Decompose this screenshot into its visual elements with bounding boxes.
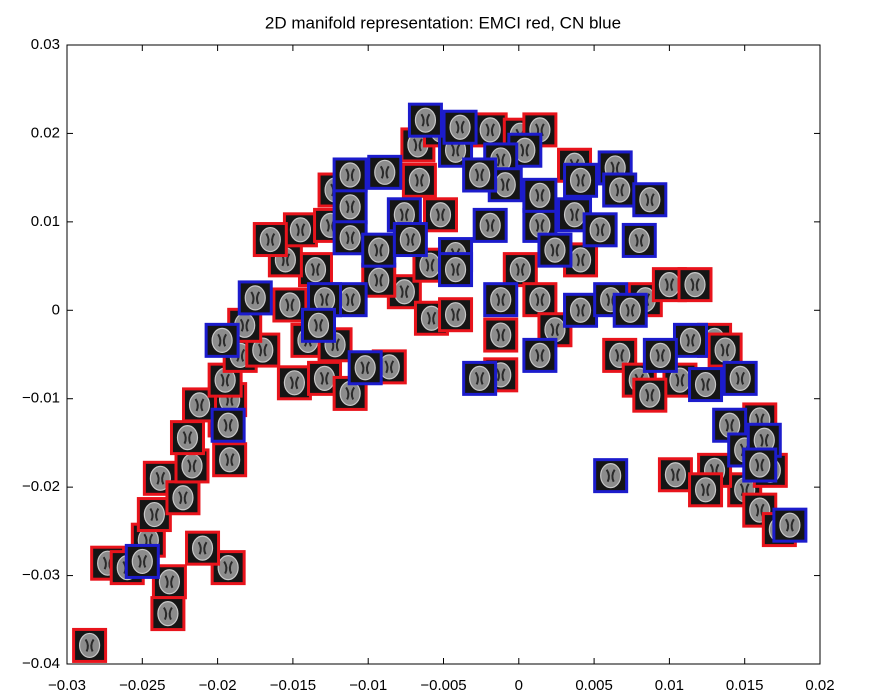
brain-thumbnail — [349, 352, 381, 384]
brain-thumbnail — [584, 214, 616, 246]
y-tick-label: −0.01 — [22, 390, 60, 407]
brain-thumbnail — [634, 379, 666, 411]
brain-thumbnail — [303, 309, 335, 341]
brain-thumbnail — [444, 111, 476, 143]
x-tick-label: −0.02 — [199, 677, 237, 694]
brain-thumbnail — [474, 114, 506, 146]
brain-thumbnail — [440, 299, 472, 331]
brain-thumbnail — [659, 459, 691, 491]
y-tick-label: 0 — [52, 301, 60, 318]
brain-thumbnail — [394, 224, 426, 256]
y-tick-label: −0.04 — [22, 655, 60, 672]
brain-thumbnail — [674, 324, 706, 356]
brain-thumbnail — [187, 532, 219, 564]
brain-thumbnail — [440, 254, 472, 286]
brain-thumbnail — [524, 284, 556, 316]
brain-thumbnail — [409, 104, 441, 136]
brain-thumbnail — [485, 319, 517, 351]
brain-thumbnail — [284, 214, 316, 246]
y-tick-label: 0.02 — [31, 124, 60, 141]
brain-thumbnail — [334, 159, 366, 191]
brain-thumbnail — [774, 509, 806, 541]
x-tick-label: 0 — [515, 677, 523, 694]
brain-thumbnail — [334, 191, 366, 223]
brain-thumbnail — [539, 234, 571, 266]
brain-thumbnail — [403, 164, 435, 196]
brain-thumbnail — [744, 449, 776, 481]
brain-thumbnail — [690, 369, 722, 401]
x-tick-label: 0.005 — [575, 677, 613, 694]
chart: 2D manifold representation: EMCI red, CN… — [0, 0, 872, 695]
x-tick-label: −0.03 — [48, 677, 86, 694]
brain-thumbnail — [214, 444, 246, 476]
brain-thumbnail — [524, 339, 556, 371]
x-tick-label: −0.01 — [349, 677, 387, 694]
x-tick-label: −0.015 — [270, 677, 316, 694]
brain-thumbnail — [724, 362, 756, 394]
brain-thumbnail — [679, 269, 711, 301]
y-tick-label: 0.03 — [31, 36, 60, 53]
brain-thumbnail — [278, 367, 310, 399]
brain-thumbnail — [206, 324, 238, 356]
brain-thumbnail — [464, 362, 496, 394]
brain-thumbnail — [634, 184, 666, 216]
brain-thumbnail — [644, 339, 676, 371]
brain-thumbnail — [74, 629, 106, 661]
brain-thumbnail — [565, 294, 597, 326]
y-tick-label: −0.03 — [22, 567, 60, 584]
x-tick-label: 0.01 — [655, 677, 684, 694]
brain-thumbnail — [474, 209, 506, 241]
x-tick-label: −0.025 — [119, 677, 165, 694]
brain-thumbnail — [504, 254, 536, 286]
brain-thumbnail — [152, 598, 184, 630]
brain-thumbnail — [464, 159, 496, 191]
plot-area — [74, 104, 806, 661]
brain-thumbnail — [623, 224, 655, 256]
y-tick-label: 0.01 — [31, 213, 60, 230]
x-tick-label: 0.015 — [726, 677, 764, 694]
brain-thumbnail — [595, 460, 627, 492]
x-tick-label: 0.02 — [805, 677, 834, 694]
brain-thumbnail — [565, 164, 597, 196]
brain-thumbnail — [485, 284, 517, 316]
brain-thumbnail — [239, 282, 271, 314]
brain-thumbnail — [212, 409, 244, 441]
brain-thumbnail — [363, 234, 395, 266]
x-tick-label: −0.005 — [420, 677, 466, 694]
brain-thumbnail — [604, 174, 636, 206]
brain-thumbnail — [524, 179, 556, 211]
brain-thumbnail — [126, 545, 158, 577]
brain-thumbnail — [369, 156, 401, 188]
brain-thumbnail — [299, 254, 331, 286]
chart-title: 2D manifold representation: EMCI red, CN… — [265, 13, 621, 32]
brain-thumbnail — [424, 199, 456, 231]
brain-thumbnail — [171, 422, 203, 454]
brain-thumbnail — [167, 482, 199, 514]
brain-thumbnail — [614, 294, 646, 326]
y-tick-label: −0.02 — [22, 478, 60, 495]
brain-thumbnail — [254, 224, 286, 256]
brain-thumbnail — [690, 474, 722, 506]
